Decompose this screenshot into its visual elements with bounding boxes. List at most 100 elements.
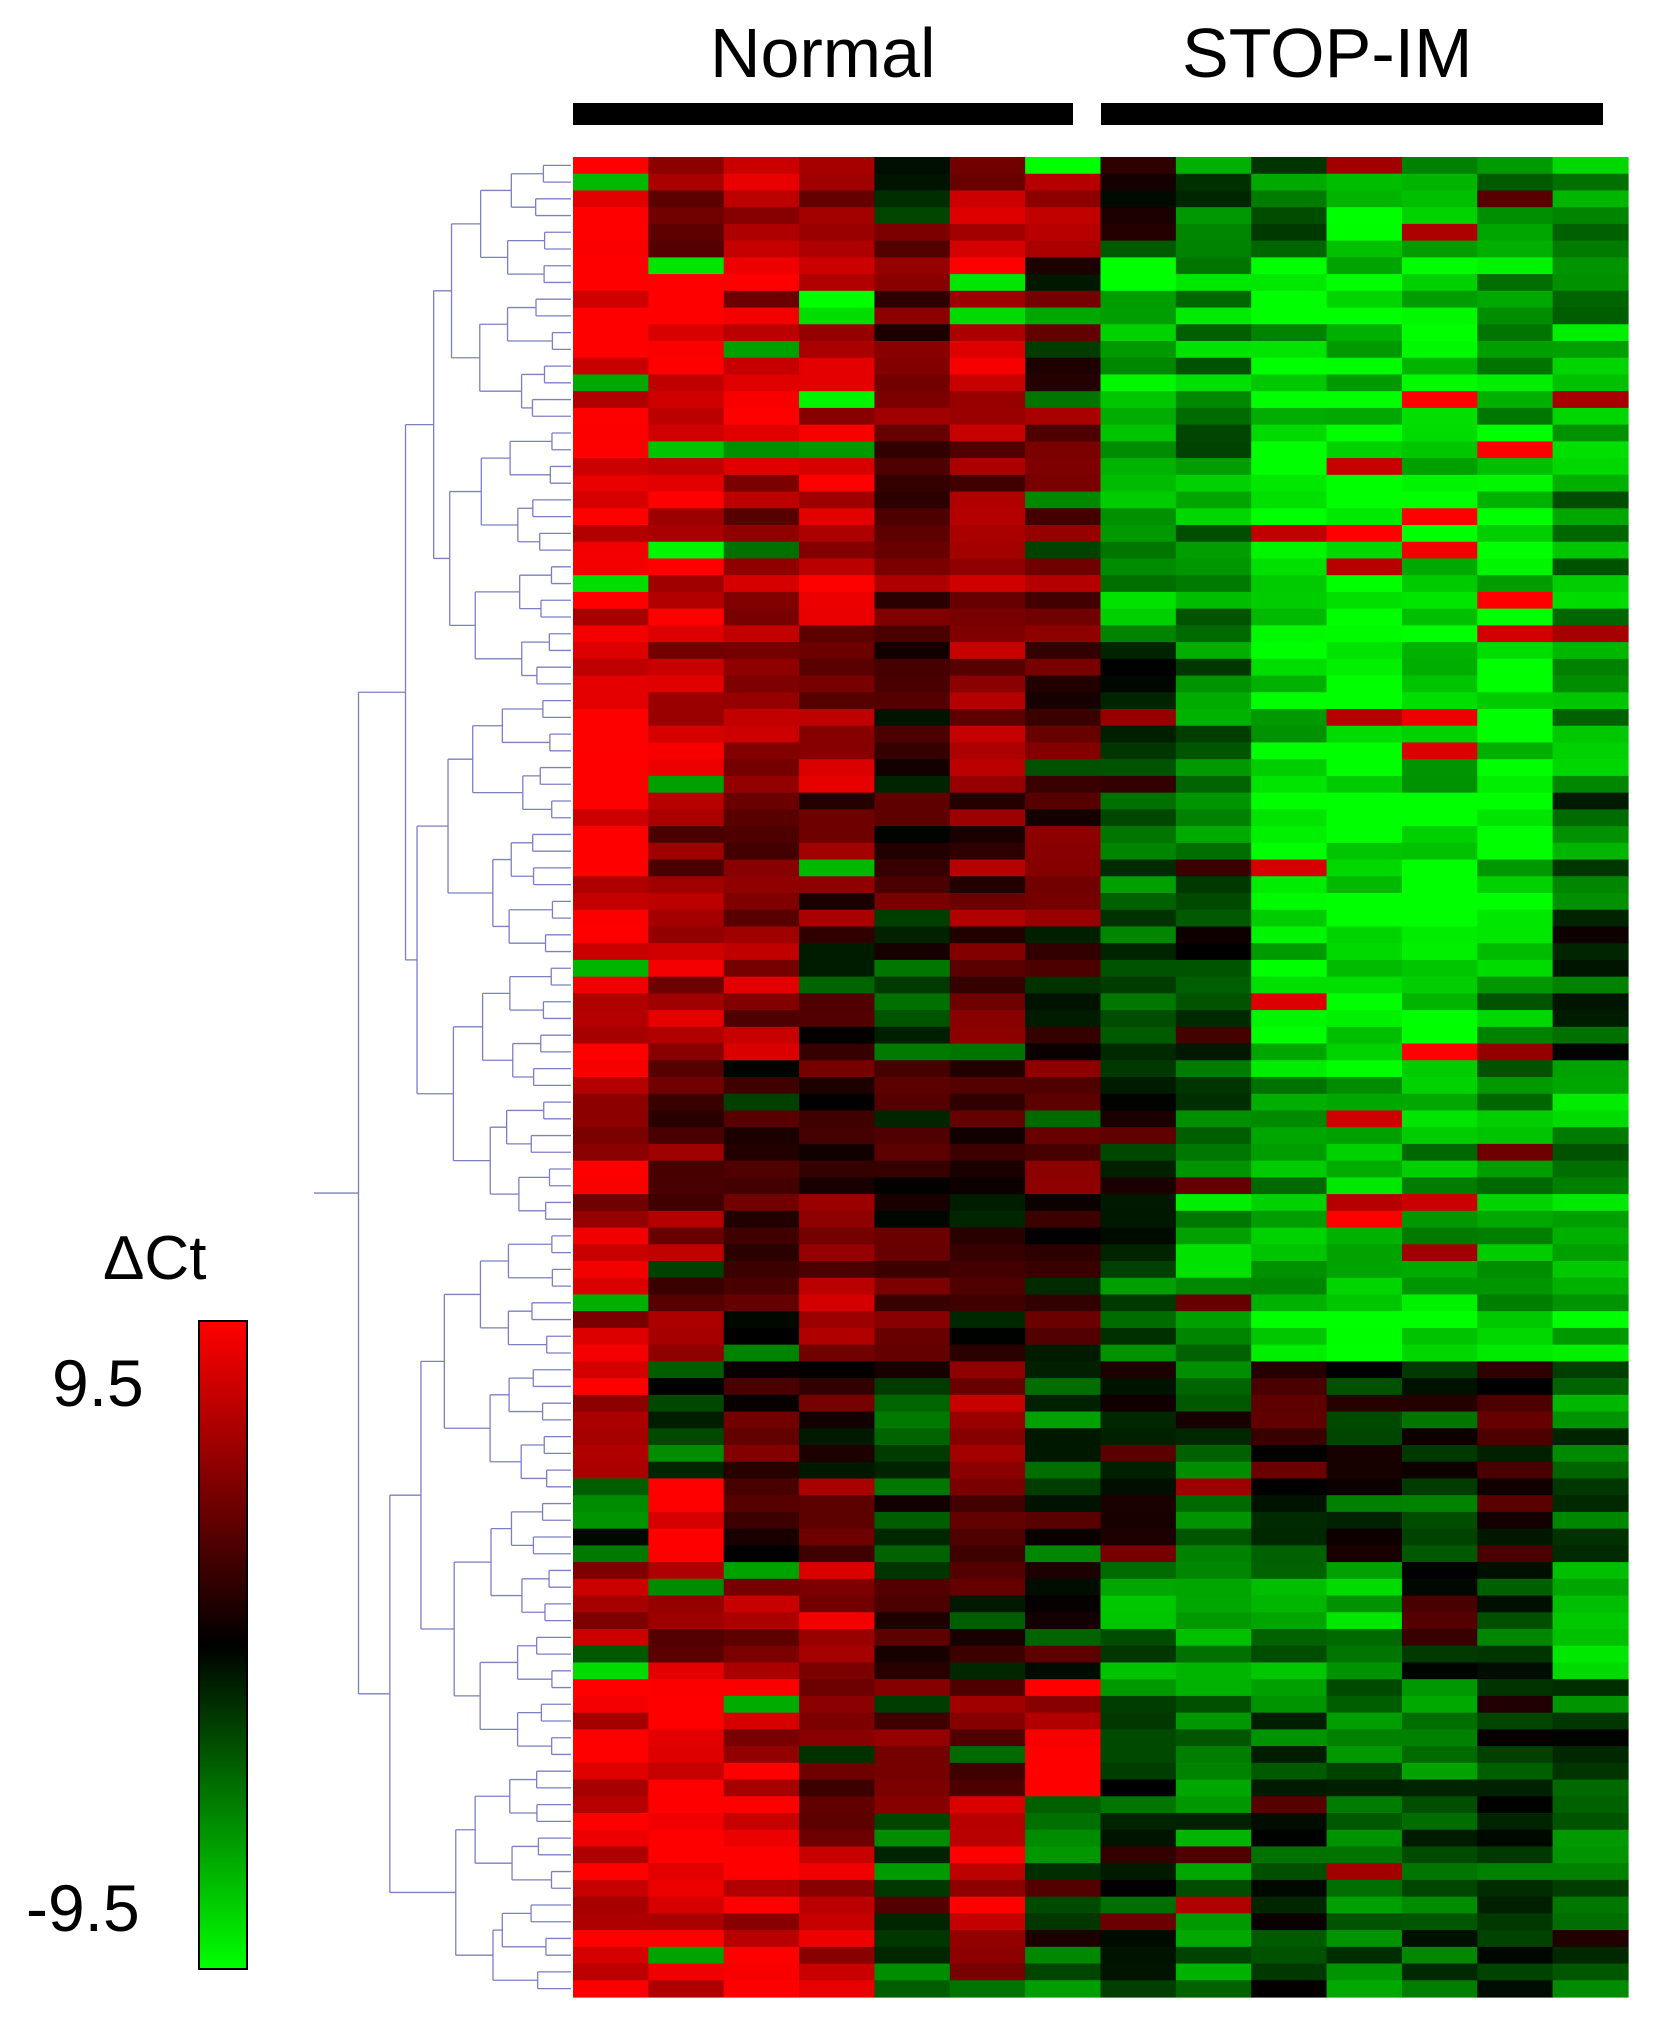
heatmap-cell bbox=[874, 1813, 951, 1831]
heatmap-cell bbox=[573, 1712, 649, 1730]
heatmap-cell bbox=[1100, 240, 1177, 258]
heatmap-cell bbox=[723, 1662, 800, 1680]
heatmap-cell bbox=[573, 1896, 649, 1914]
heatmap-cell bbox=[723, 1210, 800, 1229]
heatmap-cell bbox=[874, 491, 951, 509]
heatmap-cell bbox=[1100, 173, 1177, 192]
heatmap-cell bbox=[949, 240, 1026, 258]
heatmap-cell bbox=[1175, 341, 1252, 359]
heatmap-cell bbox=[1326, 1612, 1403, 1630]
heatmap-cell bbox=[648, 240, 725, 258]
heatmap-cell bbox=[1401, 290, 1478, 309]
heatmap-cell bbox=[1100, 190, 1177, 208]
heatmap-cell bbox=[648, 424, 725, 442]
heatmap-cell bbox=[874, 1461, 951, 1480]
heatmap-cell bbox=[1552, 1595, 1629, 1613]
heatmap-cell bbox=[799, 1595, 876, 1613]
heatmap-cell bbox=[1552, 1578, 1629, 1597]
heatmap-cell bbox=[1175, 1528, 1252, 1546]
heatmap-cell bbox=[1401, 1411, 1478, 1429]
heatmap-cell bbox=[1552, 826, 1629, 844]
heatmap-cell bbox=[1025, 274, 1102, 292]
heatmap-cell bbox=[1251, 859, 1328, 877]
heatmap-cell bbox=[648, 257, 725, 275]
heatmap-cell bbox=[1175, 1829, 1252, 1848]
heatmap-cell bbox=[1326, 257, 1403, 275]
heatmap-cell bbox=[949, 1746, 1026, 1764]
heatmap-cell bbox=[723, 1528, 800, 1546]
heatmap-cell bbox=[573, 1612, 649, 1630]
heatmap-cell bbox=[1477, 993, 1554, 1011]
heatmap-cell bbox=[1552, 1244, 1629, 1262]
heatmap-cell bbox=[1552, 1428, 1629, 1446]
heatmap-cell bbox=[573, 474, 649, 493]
heatmap-cell bbox=[573, 1528, 649, 1546]
heatmap-cell bbox=[949, 474, 1026, 493]
heatmap-cell bbox=[1175, 391, 1252, 409]
heatmap-cell bbox=[1251, 1327, 1328, 1346]
heatmap-cell bbox=[1175, 1478, 1252, 1496]
heatmap-cell bbox=[1175, 1110, 1252, 1128]
heatmap-cell bbox=[648, 959, 725, 978]
heatmap-cell bbox=[1251, 1829, 1328, 1848]
heatmap-cell bbox=[1401, 775, 1478, 794]
heatmap-cell bbox=[799, 441, 876, 459]
heatmap-cell bbox=[799, 1495, 876, 1513]
heatmap-cell bbox=[1251, 1110, 1328, 1128]
heatmap-cell bbox=[1025, 1695, 1102, 1714]
heatmap-cell bbox=[723, 274, 800, 292]
heatmap-cell bbox=[949, 1863, 1026, 1881]
heatmap-cell bbox=[723, 775, 800, 794]
heatmap-cell bbox=[1552, 1210, 1629, 1229]
heatmap-cell bbox=[949, 1428, 1026, 1446]
heatmap-cell bbox=[1552, 558, 1629, 576]
heatmap-cell bbox=[648, 591, 725, 610]
heatmap-cell bbox=[1552, 642, 1629, 660]
heatmap-cell bbox=[648, 1160, 725, 1178]
heatmap-cell bbox=[1025, 1010, 1102, 1028]
heatmap-cell bbox=[949, 943, 1026, 961]
heatmap-cell bbox=[1326, 1896, 1403, 1914]
heatmap-cell bbox=[1100, 1495, 1177, 1513]
heatmap-cell bbox=[1326, 1762, 1403, 1781]
heatmap-cell bbox=[1175, 1077, 1252, 1095]
heatmap-cell bbox=[1477, 1930, 1554, 1948]
heatmap-cell bbox=[799, 1294, 876, 1312]
heatmap-cell bbox=[573, 290, 649, 309]
heatmap-cell bbox=[648, 1227, 725, 1245]
heatmap-cell bbox=[1100, 976, 1177, 994]
heatmap-cell bbox=[1025, 993, 1102, 1011]
heatmap-cell bbox=[1326, 1629, 1403, 1647]
heatmap-cell bbox=[1025, 508, 1102, 526]
heatmap-cell bbox=[573, 1495, 649, 1513]
heatmap-cell bbox=[648, 407, 725, 426]
heatmap-cell bbox=[949, 1879, 1026, 1898]
heatmap-cell bbox=[949, 357, 1026, 376]
heatmap-cell bbox=[799, 926, 876, 944]
heatmap-cell bbox=[949, 1177, 1026, 1195]
heatmap-cell bbox=[1552, 1378, 1629, 1396]
heatmap-cell bbox=[573, 759, 649, 777]
heatmap-cell bbox=[1401, 1662, 1478, 1680]
heatmap-cell bbox=[1025, 775, 1102, 794]
heatmap-cell bbox=[1326, 993, 1403, 1011]
heatmap-cell bbox=[1401, 1896, 1478, 1914]
heatmap-cell bbox=[1477, 324, 1554, 342]
heatmap-cell bbox=[1100, 257, 1177, 275]
heatmap-cell bbox=[1552, 374, 1629, 392]
heatmap-cell bbox=[799, 207, 876, 225]
heatmap-cell bbox=[799, 1026, 876, 1045]
heatmap-cell bbox=[1477, 976, 1554, 994]
heatmap-cell bbox=[1477, 926, 1554, 944]
heatmap-cell bbox=[1552, 1010, 1629, 1028]
heatmap-cell bbox=[874, 1746, 951, 1764]
heatmap-cell bbox=[949, 1963, 1026, 1981]
heatmap-cell bbox=[1175, 1746, 1252, 1764]
heatmap-cell bbox=[1477, 1762, 1554, 1781]
heatmap-cell bbox=[1100, 759, 1177, 777]
heatmap-cell bbox=[799, 1445, 876, 1463]
heatmap-cell bbox=[1100, 1478, 1177, 1496]
heatmap-cell bbox=[573, 1779, 649, 1797]
heatmap-cell bbox=[1251, 441, 1328, 459]
heatmap-cell bbox=[1100, 1712, 1177, 1730]
